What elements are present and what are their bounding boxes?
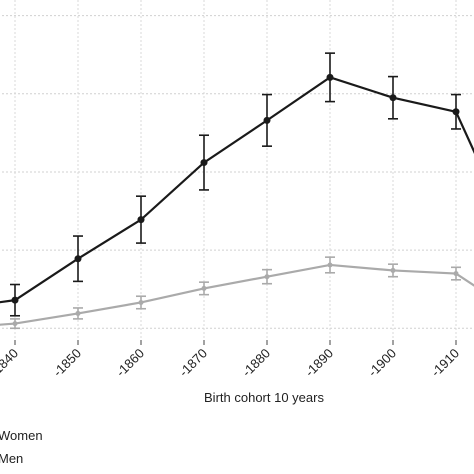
point xyxy=(138,299,144,305)
point xyxy=(11,296,19,304)
series-line xyxy=(0,263,474,326)
x-tick-label: -1890 xyxy=(302,346,336,380)
point xyxy=(75,310,81,316)
point xyxy=(327,262,333,268)
legend-label: Women xyxy=(0,428,43,443)
point xyxy=(389,94,397,102)
x-tick-label: -1910 xyxy=(428,346,462,380)
point xyxy=(390,267,396,273)
point xyxy=(453,271,459,277)
x-tick-label: -1880 xyxy=(239,346,273,380)
x-tick-label: -1850 xyxy=(50,346,84,380)
point xyxy=(137,216,145,224)
legend-label: Men xyxy=(0,451,23,466)
point xyxy=(264,274,270,280)
series-line xyxy=(0,76,474,304)
point xyxy=(326,73,334,81)
point xyxy=(452,108,460,116)
x-tick-label: -1840 xyxy=(0,346,21,380)
point xyxy=(200,159,208,167)
x-tick-label: -1900 xyxy=(365,346,399,380)
x-tick-label: -1860 xyxy=(113,346,147,380)
point xyxy=(263,116,271,124)
x-tick-label: -1870 xyxy=(176,346,210,380)
point xyxy=(201,285,207,291)
point xyxy=(12,321,18,327)
x-axis-title: Birth cohort 10 years xyxy=(204,390,324,405)
point xyxy=(74,255,82,263)
